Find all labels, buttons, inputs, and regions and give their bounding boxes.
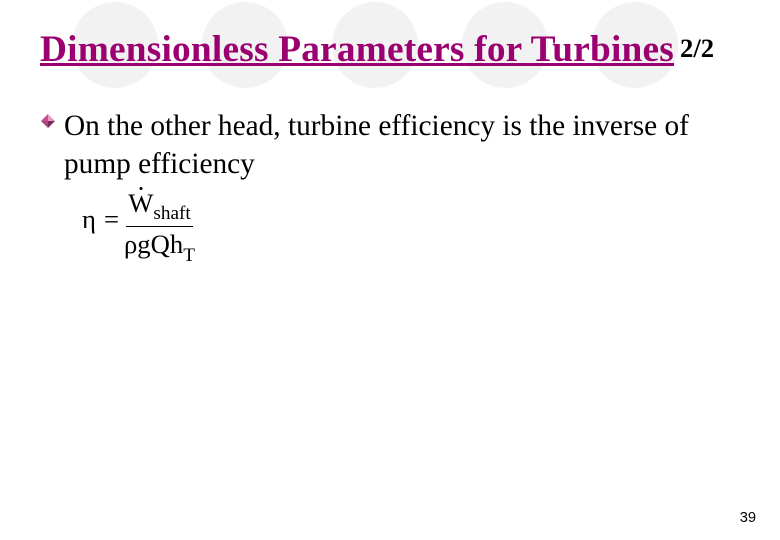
- formula-equals: =: [104, 204, 119, 235]
- bullet-text: On the other head, turbine efficiency is…: [64, 108, 730, 183]
- bullet-block: On the other head, turbine efficiency is…: [40, 108, 730, 183]
- slide-title-superscript: 2/2: [680, 33, 714, 64]
- formula-lhs-eta: η: [82, 204, 96, 235]
- page-number: 39: [740, 510, 756, 526]
- slide-title: Dimensionless Parameters for Turbines: [40, 28, 674, 71]
- formula-ht-sub: T: [183, 245, 195, 266]
- formula-w-dot: W: [128, 188, 153, 219]
- formula-fraction: Wshaft ρgQhT: [124, 188, 195, 266]
- title-row: Dimensionless Parameters for Turbines 2/…: [40, 28, 760, 71]
- formula-denominator: ρgQhT: [124, 227, 195, 265]
- formula-shaft-sub: shaft: [153, 203, 190, 224]
- formula-numerator: Wshaft: [126, 188, 192, 227]
- diamond-bullet-icon: [40, 113, 56, 134]
- formula-denominator-body: ρgQh: [124, 229, 183, 259]
